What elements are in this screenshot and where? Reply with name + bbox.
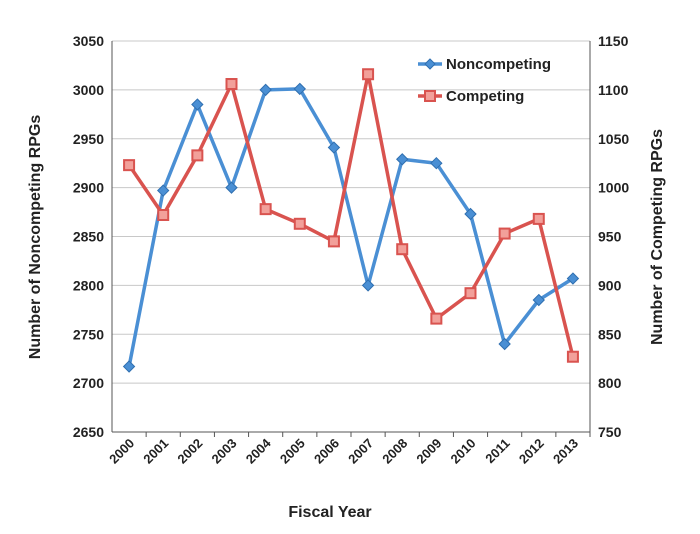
x-tick-label: 2009 xyxy=(413,436,444,467)
y-right-tick-label: 900 xyxy=(598,277,622,293)
data-point-competing xyxy=(362,68,375,81)
data-point-noncompeting xyxy=(259,83,272,97)
x-axis-label: Fiscal Year xyxy=(288,504,371,521)
data-point-competing xyxy=(225,78,238,91)
y-left-tick-label: 2650 xyxy=(73,424,104,440)
data-point-noncompeting xyxy=(566,272,580,285)
x-tick-label: 2001 xyxy=(140,436,171,467)
data-point-competing xyxy=(157,208,170,221)
data-point-competing xyxy=(464,287,477,300)
y-left-tick-label: 3050 xyxy=(73,33,104,49)
x-tick-label: 2012 xyxy=(516,436,547,467)
data-point-noncompeting xyxy=(361,279,375,292)
x-tick-label: 2000 xyxy=(106,436,137,467)
legend: Noncompeting Competing xyxy=(418,56,551,105)
y-right-tick-label: 950 xyxy=(598,229,622,245)
data-point-noncompeting xyxy=(225,181,238,194)
legend-label: Competing xyxy=(446,88,524,105)
x-tick-label: 2011 xyxy=(482,436,513,467)
legend-label: Noncompeting xyxy=(446,56,551,73)
x-tick-label: 2005 xyxy=(277,436,308,467)
data-point-competing xyxy=(123,159,136,172)
series-line-noncompeting xyxy=(127,87,575,369)
data-point-competing xyxy=(532,212,545,225)
data-point-competing xyxy=(396,243,409,256)
y-left-tick-label: 2900 xyxy=(73,180,104,196)
x-tick-label: 2006 xyxy=(311,436,342,467)
data-point-noncompeting xyxy=(498,337,511,351)
y-left-tick-label: 2800 xyxy=(73,277,104,293)
y-left-tick-label: 2950 xyxy=(73,131,104,147)
data-point-competing xyxy=(293,217,306,230)
y-left-tick-label: 2850 xyxy=(73,229,104,245)
data-point-noncompeting xyxy=(122,360,136,373)
y-axis-right-label: Number of Competing RPGs xyxy=(649,129,666,345)
y-left-tick-label: 2700 xyxy=(73,375,104,391)
y-left-tick-label: 3000 xyxy=(73,82,104,98)
x-tick-label: 2013 xyxy=(550,436,581,467)
data-point-noncompeting xyxy=(430,156,443,170)
data-point-noncompeting xyxy=(532,293,545,307)
data-point-noncompeting xyxy=(464,207,477,221)
y-right-tick-label: 1150 xyxy=(598,33,629,49)
data-point-noncompeting xyxy=(327,141,341,154)
axes: 2650 2700 2750 2800 2850 2900 2950 3000 3050 750 8… xyxy=(73,33,630,467)
y-axis-left-label: Number of Noncompeting RPGs xyxy=(27,115,44,360)
y-right-tick-label: 850 xyxy=(598,326,622,342)
data-point-competing xyxy=(566,350,579,363)
data-point-competing xyxy=(430,312,443,325)
x-tick-label: 2008 xyxy=(379,436,410,467)
data-point-noncompeting xyxy=(191,98,204,111)
x-tick-label: 2004 xyxy=(243,435,275,467)
y-right-tick-label: 800 xyxy=(598,375,622,391)
data-point-noncompeting xyxy=(157,184,170,197)
data-point-competing xyxy=(327,235,340,248)
x-tick-label: 2003 xyxy=(209,436,240,467)
series-line-competing xyxy=(127,72,575,359)
y-right-tick-label: 1100 xyxy=(598,82,629,98)
data-point-competing xyxy=(191,149,204,162)
x-tick-label: 2002 xyxy=(174,436,205,467)
legend-marker xyxy=(424,58,436,70)
data-point-competing xyxy=(259,203,272,216)
y-right-tick-label: 1000 xyxy=(598,180,629,196)
y-left-tick-label: 2750 xyxy=(73,326,104,342)
data-point-competing xyxy=(498,227,511,240)
gridlines xyxy=(112,40,590,433)
y-right-tick-label: 750 xyxy=(598,424,622,440)
data-point-noncompeting xyxy=(396,153,409,166)
y-right-tick-label: 1050 xyxy=(598,131,629,147)
x-tick-label: 2007 xyxy=(345,436,376,467)
x-tick-label: 2010 xyxy=(448,436,479,467)
legend-marker xyxy=(424,90,436,102)
series-layer xyxy=(122,68,580,373)
data-point-noncompeting xyxy=(293,82,306,96)
